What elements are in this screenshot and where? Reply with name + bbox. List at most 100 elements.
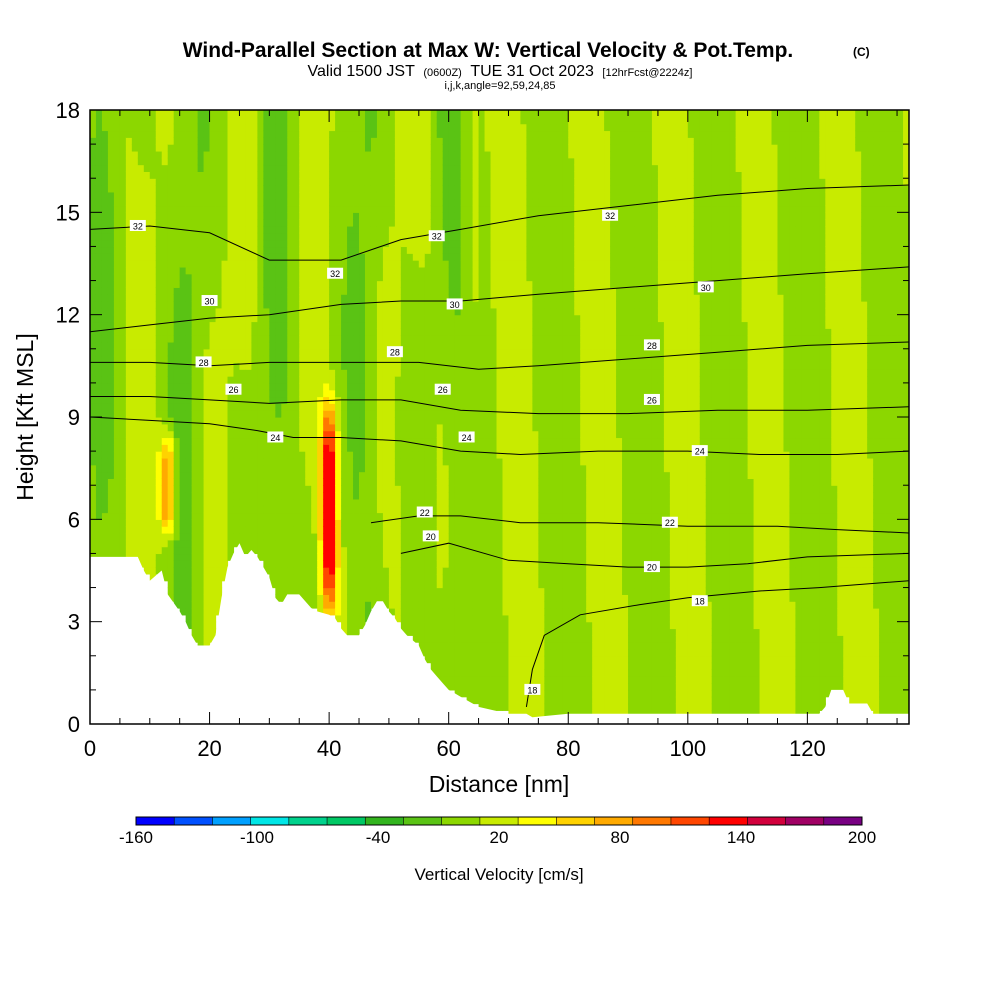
velocity-cell xyxy=(143,307,151,316)
velocity-cell xyxy=(245,348,253,357)
velocity-cell xyxy=(293,567,300,575)
velocity-cell xyxy=(263,137,270,145)
velocity-cell xyxy=(388,239,396,248)
velocity-cell xyxy=(382,437,390,445)
velocity-cell xyxy=(221,532,229,541)
velocity-cell xyxy=(400,601,408,609)
velocity-cell xyxy=(406,110,414,118)
velocity-cell xyxy=(149,437,157,445)
velocity-cell xyxy=(113,150,121,159)
velocity-cell xyxy=(281,505,288,514)
velocity-cell xyxy=(131,130,139,138)
velocity-cell xyxy=(275,471,282,479)
velocity-cell xyxy=(418,253,426,261)
velocity-cell xyxy=(460,594,468,602)
velocity-cell xyxy=(478,676,486,684)
velocity-cell xyxy=(323,567,330,575)
velocity-cell xyxy=(203,451,211,459)
velocity-cell xyxy=(113,232,121,241)
velocity-cell xyxy=(412,628,420,636)
velocity-cell xyxy=(329,137,336,145)
velocity-cell xyxy=(347,137,354,145)
velocity-cell xyxy=(275,580,282,589)
velocity-cell xyxy=(329,580,336,589)
velocity-cell xyxy=(484,676,492,684)
velocity-cell xyxy=(275,178,282,186)
velocity-cell xyxy=(185,137,193,145)
velocity-cell xyxy=(209,376,217,384)
velocity-cell xyxy=(323,205,330,213)
velocity-cell xyxy=(472,560,480,568)
velocity-cell xyxy=(490,560,498,568)
velocity-cell xyxy=(95,526,103,534)
velocity-cell xyxy=(215,171,223,179)
velocity-cell xyxy=(311,307,318,316)
velocity-cell xyxy=(173,389,181,398)
chart-title: Wind-Parallel Section at Max W: Vertical… xyxy=(183,39,794,62)
velocity-cell xyxy=(281,219,288,227)
velocity-cell xyxy=(191,314,199,323)
velocity-cell xyxy=(406,294,414,302)
velocity-cell xyxy=(376,341,384,350)
velocity-cell xyxy=(191,492,199,500)
velocity-cell xyxy=(257,369,264,377)
velocity-cell xyxy=(245,198,253,207)
velocity-cell xyxy=(418,273,426,282)
velocity-cell xyxy=(370,212,378,220)
velocity-cell xyxy=(347,403,354,411)
velocity-cell xyxy=(305,403,312,411)
velocity-cell xyxy=(161,205,169,213)
velocity-cell xyxy=(436,560,444,568)
velocity-cell xyxy=(311,573,318,582)
velocity-cell xyxy=(107,341,115,350)
velocity-cell xyxy=(484,621,492,630)
velocity-cell xyxy=(113,301,121,309)
velocity-cell xyxy=(364,539,372,548)
velocity-cell xyxy=(448,539,456,548)
velocity-cell xyxy=(359,519,366,527)
velocity-cell xyxy=(269,567,276,575)
velocity-cell xyxy=(203,512,211,520)
velocity-cell xyxy=(359,130,366,138)
velocity-cell xyxy=(143,471,151,479)
velocity-cell xyxy=(424,389,432,398)
velocity-cell xyxy=(137,512,145,520)
velocity-cell xyxy=(353,232,360,241)
velocity-cell xyxy=(347,457,354,466)
velocity-cell xyxy=(293,492,300,500)
velocity-cell xyxy=(269,219,276,227)
velocity-cell xyxy=(275,150,282,159)
velocity-cell xyxy=(95,471,103,479)
velocity-cell xyxy=(233,116,241,125)
velocity-cell xyxy=(269,444,276,452)
velocity-cell xyxy=(221,266,229,275)
velocity-cell xyxy=(167,219,175,227)
velocity-cell xyxy=(95,328,103,336)
velocity-cell xyxy=(311,512,318,520)
velocity-cell xyxy=(263,539,270,548)
velocity-cell xyxy=(185,273,193,282)
velocity-cell xyxy=(406,492,414,500)
velocity-cell xyxy=(412,519,420,527)
velocity-cell xyxy=(167,492,175,500)
velocity-cell xyxy=(359,164,366,172)
velocity-cell xyxy=(179,587,187,595)
velocity-cell xyxy=(442,471,450,479)
velocity-cell xyxy=(239,130,247,138)
velocity-cell xyxy=(137,498,145,507)
velocity-cell xyxy=(484,696,492,705)
velocity-cell xyxy=(335,219,342,227)
velocity-cell xyxy=(287,560,294,568)
velocity-cell xyxy=(382,505,390,514)
velocity-cell xyxy=(131,437,139,445)
velocity-cell xyxy=(370,512,378,520)
velocity-cell xyxy=(299,403,306,411)
velocity-cell xyxy=(161,280,169,288)
velocity-cell xyxy=(95,219,103,227)
velocity-cell xyxy=(269,260,276,268)
velocity-cell xyxy=(257,478,264,486)
velocity-cell xyxy=(424,314,432,323)
velocity-cell xyxy=(424,642,432,650)
velocity-cell xyxy=(137,185,145,193)
velocity-cell xyxy=(341,369,348,377)
